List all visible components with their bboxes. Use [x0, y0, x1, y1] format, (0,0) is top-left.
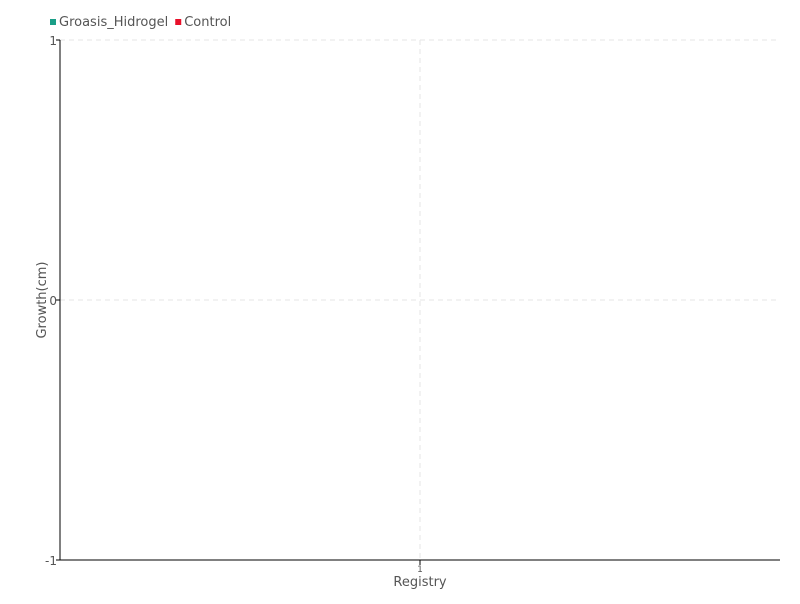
legend-swatch [50, 19, 56, 25]
y-tick-label: 1 [49, 34, 57, 48]
y-tick-label: -1 [45, 554, 57, 568]
x-axis-label: Registry [393, 575, 447, 590]
legend: Groasis_Hidrogel Control [50, 15, 231, 30]
y-axis-label: Growth(cm) [35, 261, 50, 338]
y-tick-label: 0 [49, 294, 57, 308]
y-ticks: 1 0 -1 [45, 34, 60, 568]
legend-label[interactable]: Groasis_Hidrogel [59, 15, 168, 30]
grid [60, 39, 780, 560]
x-ticks: 1 [417, 560, 423, 575]
x-tick-label: 1 [417, 565, 423, 575]
legend-swatch [175, 19, 182, 25]
legend-label[interactable]: Control [184, 15, 231, 30]
